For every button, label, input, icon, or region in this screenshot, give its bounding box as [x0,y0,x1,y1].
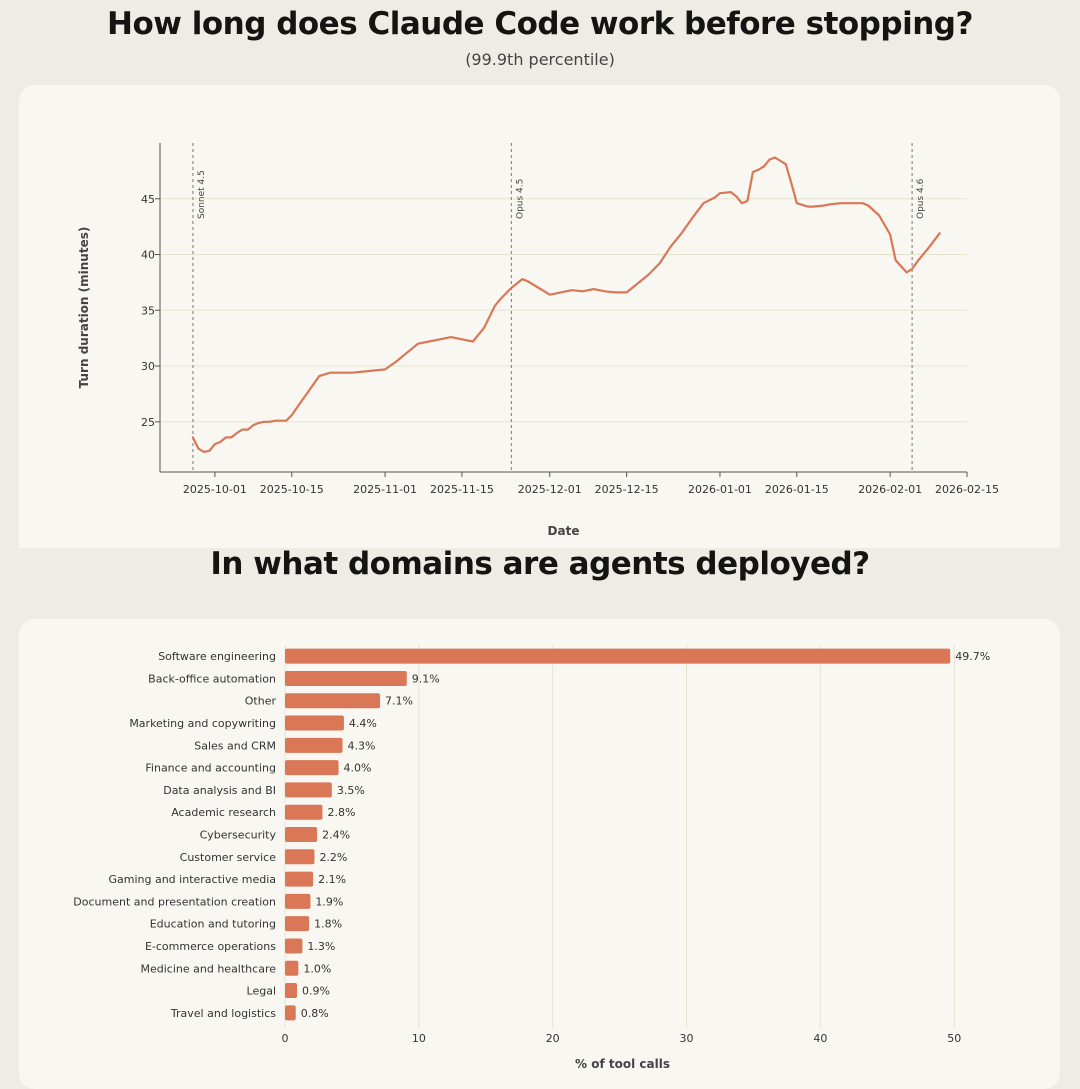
x-tick-label: 0 [282,1032,289,1045]
bar-value-label: 7.1% [385,695,413,708]
category-label: Academic research [171,806,276,819]
category-label: Gaming and interactive media [108,873,276,886]
bar [285,670,407,686]
bar-value-label: 1.8% [314,918,342,931]
category-label: Data analysis and BI [163,784,276,797]
bar [285,648,951,664]
category-label: Customer service [180,851,277,864]
bar [285,1005,296,1021]
bar [285,960,299,976]
x-tick-label: 20 [546,1032,560,1045]
y-tick-label: 35 [141,304,155,317]
bar [285,938,303,954]
category-label: Travel and logistics [170,1007,276,1020]
bar-value-label: 1.9% [315,895,343,908]
bar [285,782,332,798]
bar-value-label: 1.3% [307,940,335,953]
bar [285,983,298,999]
x-tick-label: 2025-12-01 [518,483,582,496]
line-chart: 25 30 35 40 45 2025-10-01 2025-10-15 2025-11-01… [77,143,999,538]
x-tick-label: 2025-11-01 [353,483,417,496]
bar [285,871,314,887]
bar [285,715,344,731]
category-label: Marketing and copywriting [129,717,276,730]
bar [285,827,318,842]
x-tick-label: 40 [813,1032,827,1045]
bar [285,916,310,932]
release-marker-label: Opus 4.5 [515,179,525,219]
x-tick-label: 2026-01-01 [688,483,752,496]
x-tick-label: 50 [947,1032,961,1045]
x-tick-label: 2025-12-15 [595,483,659,496]
x-axis-label: Date [548,524,580,538]
bar-chart-panel [19,619,1060,1089]
bar-value-label: 1.0% [303,962,331,975]
category-label: Cybersecurity [200,829,277,842]
bar-value-label: 0.9% [302,985,330,998]
release-marker-label: Sonnet 4.5 [197,170,207,219]
bar [285,849,315,865]
bar-value-label: 9.1% [412,672,440,685]
category-label: E-commerce operations [145,940,276,953]
category-label: Back-office automation [148,672,276,685]
x-tick-label: 2025-10-01 [183,483,247,496]
category-label: Sales and CRM [194,739,276,752]
turn-duration-line [191,156,941,453]
y-tick-label: 25 [141,416,155,429]
bar-value-label: 4.0% [344,762,372,775]
bar-value-label: 4.3% [348,739,376,752]
bar [285,737,343,753]
bar-value-label: 2.8% [327,806,355,819]
bar [285,893,311,909]
release-marker-label: Opus 4.6 [916,178,926,219]
bar-value-label: 49.7% [955,650,990,663]
bar-value-label: 2.4% [322,829,350,842]
x-tick-label: 2025-10-15 [260,483,324,496]
bar-chart-title: In what domains are agents deployed? [210,546,870,582]
chart-subtitle: (99.9th percentile) [465,50,615,69]
x-tick-label: 2025-11-15 [430,483,494,496]
category-label: Document and presentation creation [73,895,276,908]
x-tick-label: 2026-02-15 [935,483,999,496]
bar-value-label: 0.8% [301,1007,329,1020]
x-tick-label: 2026-01-15 [765,483,829,496]
y-axis-label: Turn duration (minutes) [77,227,91,389]
y-tick-label: 45 [141,193,155,206]
category-label: Medicine and healthcare [141,962,277,975]
bar [285,693,381,709]
x-tick-label: 2026-02-01 [858,483,922,496]
y-tick-label: 30 [141,360,155,373]
bar [285,760,339,776]
category-label: Other [245,695,277,708]
bar-value-label: 2.2% [319,851,347,864]
bar [285,804,323,820]
y-tick-label: 40 [141,249,155,262]
category-label: Education and tutoring [150,918,276,931]
x-axis-label: % of tool calls [575,1057,670,1071]
bar-value-label: 3.5% [337,784,365,797]
x-tick-label: 30 [680,1032,694,1045]
category-label: Legal [247,985,276,998]
x-tick-label: 10 [412,1032,426,1045]
chart-title: How long does Claude Code work before st… [107,6,973,42]
category-label: Software engineering [158,650,276,663]
category-label: Finance and accounting [145,762,276,775]
bar-value-label: 4.4% [349,717,377,730]
bar-value-label: 2.1% [318,873,346,886]
